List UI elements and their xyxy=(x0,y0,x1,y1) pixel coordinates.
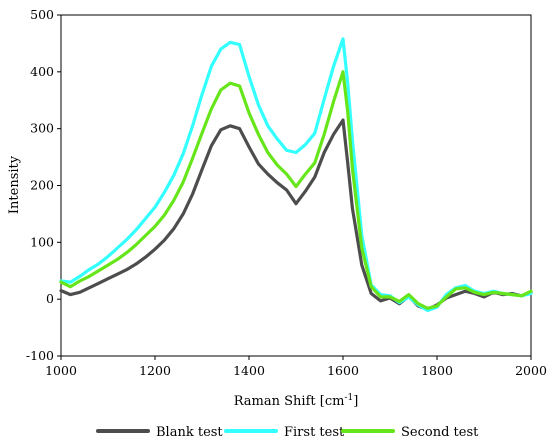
y-axis-ticks: -100 0 100 200 300 400 500 xyxy=(26,7,61,363)
series-line-blank-test xyxy=(59,118,533,311)
legend-item: Blank test xyxy=(96,425,223,440)
x-tick-label: 2000 xyxy=(515,363,547,378)
x-tick-label: 1000 xyxy=(45,363,77,378)
plot-area: 1000 1200 1400 1600 1800 2000 -100 0 100 200 300 4… xyxy=(26,7,547,378)
x-tick-label: 1800 xyxy=(421,363,453,378)
x-axis-ticks: 1000 1200 1400 1600 1800 2000 xyxy=(45,356,547,378)
x-axis-label: Raman Shift [cm-1] xyxy=(234,393,359,409)
x-axis-label-superscript: -1 xyxy=(344,393,353,403)
legend-label: Blank test xyxy=(156,425,223,440)
y-tick-label: -100 xyxy=(26,348,54,363)
legend: Blank test First test Second test xyxy=(96,425,479,440)
x-tick-label: 1200 xyxy=(139,363,171,378)
series-group xyxy=(59,37,533,313)
y-tick-label: 100 xyxy=(30,234,54,249)
series-line-first-test xyxy=(59,37,533,313)
series-line-second-test xyxy=(59,70,533,310)
y-axis-label: Intensity xyxy=(7,155,22,214)
legend-item: Second test xyxy=(341,425,479,440)
legend-label: First test xyxy=(284,425,345,440)
x-tick-label: 1400 xyxy=(233,363,265,378)
x-axis-label-suffix: ] xyxy=(353,394,358,409)
x-tick-label: 1600 xyxy=(327,363,359,378)
y-tick-label: 0 xyxy=(46,291,54,306)
y-tick-label: 200 xyxy=(30,178,54,193)
y-tick-label: 300 xyxy=(30,121,54,136)
legend-item: First test xyxy=(224,425,345,440)
legend-label: Second test xyxy=(401,425,479,440)
y-tick-label: 400 xyxy=(30,64,54,79)
y-tick-label: 500 xyxy=(30,7,54,22)
